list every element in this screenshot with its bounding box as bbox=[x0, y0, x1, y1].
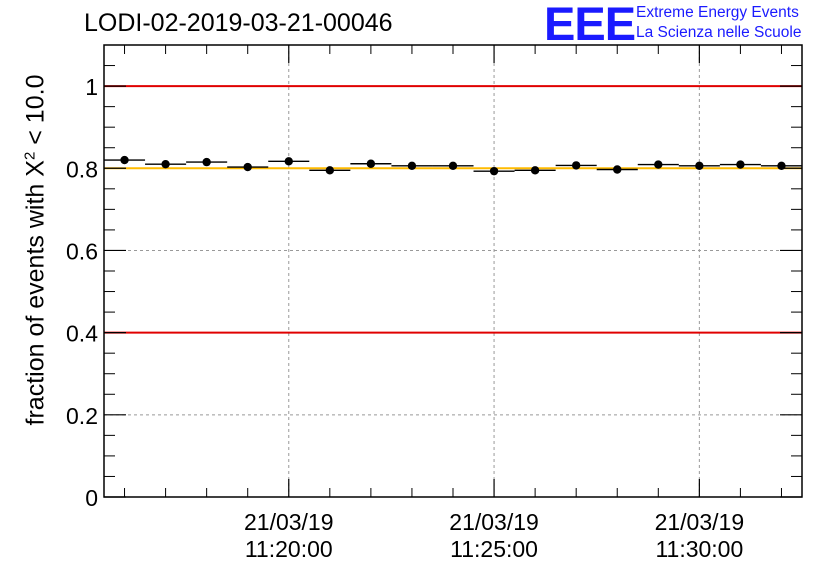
data-point bbox=[366, 159, 376, 168]
x-tick-date-label: 21/03/19 bbox=[244, 509, 334, 535]
data-point bbox=[571, 161, 581, 170]
x-tick-time-label: 11:30:00 bbox=[655, 536, 743, 562]
data-point bbox=[243, 162, 252, 172]
y-tick-label: 0.6 bbox=[66, 238, 98, 264]
y-tick-label: 0.2 bbox=[66, 403, 98, 429]
data-point bbox=[654, 160, 663, 169]
data-point bbox=[120, 155, 129, 165]
y-axis-label-prefix: fraction of events with bbox=[21, 183, 50, 426]
chart-title: LODI-02-2019-03-21-00046 bbox=[84, 9, 393, 37]
grid-lines bbox=[104, 45, 802, 497]
y-axis-label-exponent: 2 bbox=[21, 151, 39, 161]
plot-frame bbox=[103, 44, 803, 498]
x-tick-date-label: 21/03/19 bbox=[449, 509, 539, 535]
data-points bbox=[104, 155, 802, 176]
x-tick-time-label: 11:25:00 bbox=[450, 536, 538, 562]
logo-caption-line1: Extreme Energy Events bbox=[636, 4, 799, 21]
y-axis-label-symbol: X bbox=[21, 160, 50, 177]
data-point bbox=[325, 166, 335, 175]
logo-caption-line2: La Scienza nelle Scuole bbox=[636, 24, 802, 41]
data-point bbox=[407, 161, 417, 171]
axis-ticks bbox=[104, 45, 802, 498]
logo-caption: Extreme Energy Events La Scienza nelle S… bbox=[636, 3, 801, 43]
x-tick-date-label: 21/03/19 bbox=[655, 509, 745, 535]
x-tick-time-label: 11:20:00 bbox=[245, 536, 333, 562]
tick-labels: 00.20.40.60.8121/03/1911:20:0021/03/1911… bbox=[66, 74, 744, 562]
data-point bbox=[284, 157, 293, 166]
y-tick-label: 0.8 bbox=[66, 156, 98, 182]
data-point bbox=[695, 161, 704, 171]
y-axis-label: fraction of events with X2 < 10.0 bbox=[21, 75, 50, 426]
y-tick-label: 0 bbox=[85, 485, 98, 511]
y-axis-label-suffix: < 10.0 bbox=[21, 74, 50, 145]
y-tick-label: 0.4 bbox=[66, 321, 98, 347]
data-point bbox=[489, 166, 499, 176]
data-point bbox=[530, 166, 540, 175]
data-point bbox=[448, 161, 458, 171]
data-point bbox=[613, 165, 622, 174]
eee-logo: EEE bbox=[544, 0, 636, 50]
data-point bbox=[202, 157, 211, 167]
data-point bbox=[736, 160, 745, 169]
y-tick-label: 1 bbox=[85, 74, 98, 100]
reference-lines bbox=[104, 85, 802, 334]
data-point bbox=[161, 159, 170, 169]
